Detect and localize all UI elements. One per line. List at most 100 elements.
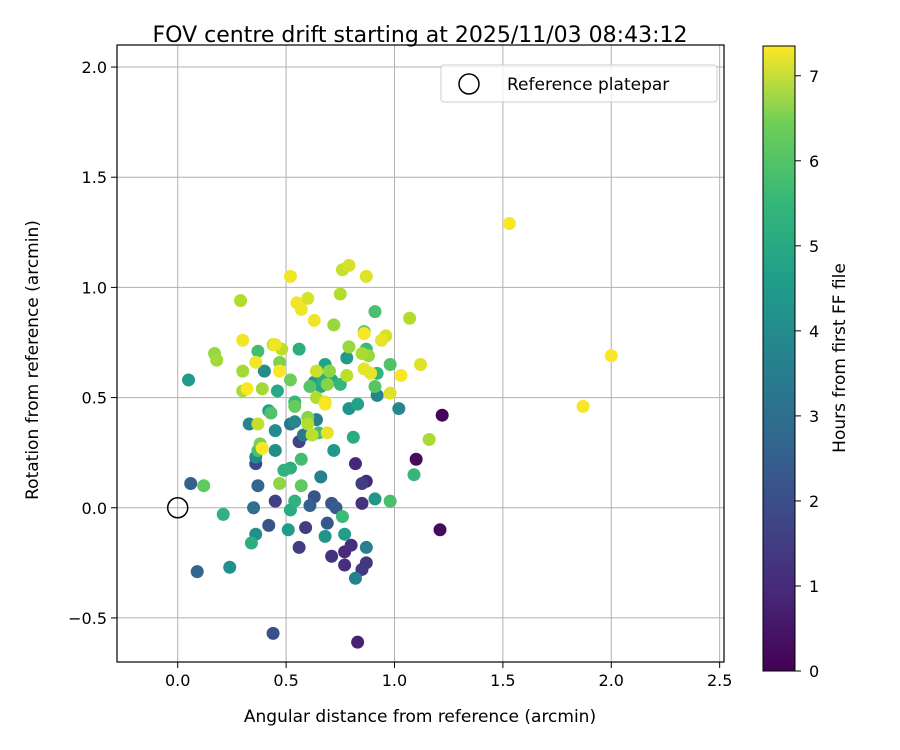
scatter-point [348, 457, 362, 471]
x-tick-label: 2.0 [599, 671, 624, 690]
scatter-point [314, 470, 328, 484]
scatter-point [344, 538, 358, 552]
colorbar-tick-label: 0 [809, 662, 819, 681]
scatter-point [288, 415, 302, 429]
scatter-point [236, 364, 250, 378]
y-tick-label: −0.5 [68, 609, 107, 628]
scatter-point [433, 523, 447, 537]
scatter-point [299, 521, 313, 535]
scatter-point [266, 626, 280, 640]
scatter-point [292, 540, 306, 554]
scatter-point [409, 452, 423, 466]
scatter-point [351, 397, 365, 411]
scatter-point [236, 333, 250, 347]
scatter-point [318, 397, 332, 411]
y-tick-label: 1.0 [82, 278, 107, 297]
scatter-point [234, 294, 248, 308]
scatter-point [184, 477, 198, 491]
legend-box [440, 64, 718, 103]
scatter-point [435, 408, 449, 422]
scatter-point [320, 516, 334, 530]
scatter-point [288, 399, 302, 413]
scatter-point [318, 529, 332, 543]
scatter-point [182, 373, 196, 387]
scatter-point [351, 635, 365, 649]
scatter-point [422, 432, 436, 446]
scatter-point [346, 430, 360, 444]
scatter-point [309, 364, 323, 378]
colorbar-label: Hours from first FF file [830, 263, 850, 453]
scatter-point [283, 269, 297, 283]
scatter-point [374, 333, 388, 347]
legend-marker-icon [458, 73, 480, 95]
scatter-point [355, 477, 369, 491]
scatter-point [301, 291, 315, 305]
y-axis-ticks: −0.5 0.0 0.5 1.0 1.5 2.0 [68, 58, 117, 628]
y-axis-label: Rotation from reference (arcmin) [23, 220, 43, 500]
scatter-point [403, 311, 417, 325]
y-tick-label: 2.0 [82, 58, 107, 77]
scatter-point [247, 501, 261, 515]
x-axis-label: Angular distance from reference (arcmin) [244, 707, 596, 727]
scatter-point [307, 313, 321, 327]
y-tick-label: 1.5 [82, 168, 107, 187]
scatter-point [383, 494, 397, 508]
y-tick-label: 0.5 [82, 389, 107, 408]
x-tick-label: 1.5 [490, 671, 515, 690]
scatter-point [383, 386, 397, 400]
colorbar-tick-label: 7 [809, 67, 819, 86]
colorbar-tick-label: 2 [809, 492, 819, 511]
scatter-point [240, 382, 254, 396]
scatter-point [273, 364, 287, 378]
scatter-point [251, 417, 265, 431]
scatter-point [333, 287, 347, 301]
colorbar: 0 1 2 3 4 5 6 7 Hours from first FF file [762, 45, 850, 681]
scatter-point [251, 479, 265, 493]
scatter-point [210, 353, 224, 367]
scatter-point [368, 380, 382, 394]
scatter-point [414, 358, 427, 372]
scatter-point [383, 358, 397, 372]
scatter-point [322, 364, 336, 378]
scatter-point [249, 355, 263, 369]
scatter-point [355, 496, 369, 510]
y-tick-label: 0.0 [82, 499, 107, 518]
scatter-point [277, 463, 291, 477]
scatter-point [502, 216, 516, 230]
scatter-point [281, 523, 295, 537]
scatter-point [335, 510, 349, 524]
scatter-point [223, 560, 237, 574]
grid-lines [117, 45, 724, 662]
colorbar-gradient [762, 45, 796, 672]
colorbar-tick-label: 4 [809, 322, 819, 341]
colorbar-ticks: 0 1 2 3 4 5 6 7 [795, 67, 819, 681]
scatter-point [273, 477, 287, 491]
plot-frame [116, 44, 725, 663]
scatter-point [327, 443, 341, 457]
x-axis-ticks: 0.0 0.5 1.0 1.5 2.0 2.5 [165, 662, 732, 690]
scatter-point [368, 305, 382, 319]
scatter-point [262, 518, 276, 532]
scatter-point [359, 540, 373, 554]
scatter-point [338, 527, 352, 541]
scatter-point [348, 571, 362, 585]
scatter-point [216, 507, 230, 521]
scatter-point [292, 342, 306, 356]
x-tick-label: 0.0 [165, 671, 190, 690]
scatter-point [190, 565, 204, 579]
scatter-point [394, 369, 408, 383]
x-tick-label: 1.0 [382, 671, 407, 690]
scatter-point [357, 362, 371, 376]
reference-marker [166, 497, 189, 519]
scatter-point [294, 452, 308, 466]
scatter-point [604, 349, 618, 363]
colorbar-tick-label: 5 [809, 237, 819, 256]
scatter-point [244, 536, 258, 550]
scatter-points [182, 216, 618, 649]
scatter-point [392, 402, 406, 416]
scatter-point [255, 382, 269, 396]
scatter-point [320, 426, 334, 440]
scatter-point [268, 424, 282, 438]
scatter-point [340, 369, 354, 383]
